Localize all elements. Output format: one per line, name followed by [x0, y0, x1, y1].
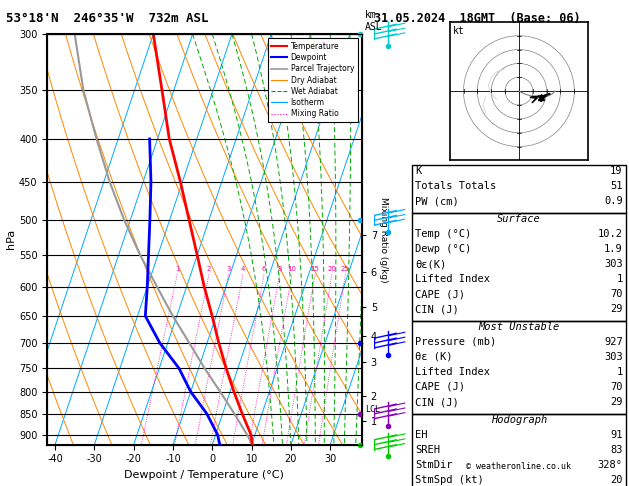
Text: CIN (J): CIN (J)	[415, 397, 459, 407]
Text: 31.05.2024  18GMT  (Base: 06): 31.05.2024 18GMT (Base: 06)	[374, 12, 581, 25]
Text: K: K	[415, 166, 421, 176]
Text: 70: 70	[610, 289, 623, 299]
Text: 10: 10	[287, 266, 296, 272]
Text: SREH: SREH	[415, 445, 440, 455]
Text: 70: 70	[610, 382, 623, 392]
Text: 91: 91	[610, 430, 623, 440]
Text: Pressure (mb): Pressure (mb)	[415, 337, 496, 347]
Text: 927: 927	[604, 337, 623, 347]
Text: Totals Totals: Totals Totals	[415, 181, 496, 191]
Text: 83: 83	[610, 445, 623, 455]
Text: 0.9: 0.9	[604, 196, 623, 207]
Text: 20: 20	[328, 266, 337, 272]
Text: Lifted Index: Lifted Index	[415, 367, 490, 377]
Text: Surface: Surface	[497, 214, 541, 224]
Text: 29: 29	[610, 304, 623, 314]
Text: kt: kt	[452, 26, 464, 36]
Text: 328°: 328°	[598, 460, 623, 470]
Text: 25: 25	[341, 266, 350, 272]
Text: Dewp (°C): Dewp (°C)	[415, 244, 471, 254]
Y-axis label: hPa: hPa	[6, 229, 16, 249]
Text: 1.9: 1.9	[604, 244, 623, 254]
Text: LCL: LCL	[365, 405, 380, 414]
Text: 8: 8	[277, 266, 282, 272]
Text: 19: 19	[610, 166, 623, 176]
Text: 1: 1	[616, 274, 623, 284]
Text: Temp (°C): Temp (°C)	[415, 229, 471, 239]
Text: StmSpd (kt): StmSpd (kt)	[415, 475, 484, 485]
Text: StmDir: StmDir	[415, 460, 453, 470]
X-axis label: Dewpoint / Temperature (°C): Dewpoint / Temperature (°C)	[125, 470, 284, 480]
Text: 6: 6	[262, 266, 266, 272]
Text: 1: 1	[175, 266, 179, 272]
Text: Lifted Index: Lifted Index	[415, 274, 490, 284]
Text: km
ASL: km ASL	[365, 10, 382, 32]
Text: 303: 303	[604, 259, 623, 269]
Text: CAPE (J): CAPE (J)	[415, 382, 465, 392]
Y-axis label: Mixing Ratio (g/kg): Mixing Ratio (g/kg)	[379, 196, 388, 282]
Text: CIN (J): CIN (J)	[415, 304, 459, 314]
Text: EH: EH	[415, 430, 428, 440]
Text: 303: 303	[604, 352, 623, 362]
Text: CAPE (J): CAPE (J)	[415, 289, 465, 299]
Text: Most Unstable: Most Unstable	[478, 322, 560, 332]
Text: θε (K): θε (K)	[415, 352, 453, 362]
Text: 51: 51	[610, 181, 623, 191]
Text: 4: 4	[241, 266, 245, 272]
Text: 20: 20	[610, 475, 623, 485]
Text: 3: 3	[226, 266, 231, 272]
Text: 15: 15	[311, 266, 320, 272]
Text: 1: 1	[616, 367, 623, 377]
Text: Hodograph: Hodograph	[491, 415, 547, 425]
Text: 29: 29	[610, 397, 623, 407]
Text: © weatheronline.co.uk: © weatheronline.co.uk	[467, 462, 571, 471]
Text: 2: 2	[207, 266, 211, 272]
Text: 10.2: 10.2	[598, 229, 623, 239]
Legend: Temperature, Dewpoint, Parcel Trajectory, Dry Adiabat, Wet Adiabat, Isotherm, Mi: Temperature, Dewpoint, Parcel Trajectory…	[267, 38, 358, 122]
Text: θε(K): θε(K)	[415, 259, 447, 269]
Text: PW (cm): PW (cm)	[415, 196, 459, 207]
Text: 53°18'N  246°35'W  732m ASL: 53°18'N 246°35'W 732m ASL	[6, 12, 209, 25]
